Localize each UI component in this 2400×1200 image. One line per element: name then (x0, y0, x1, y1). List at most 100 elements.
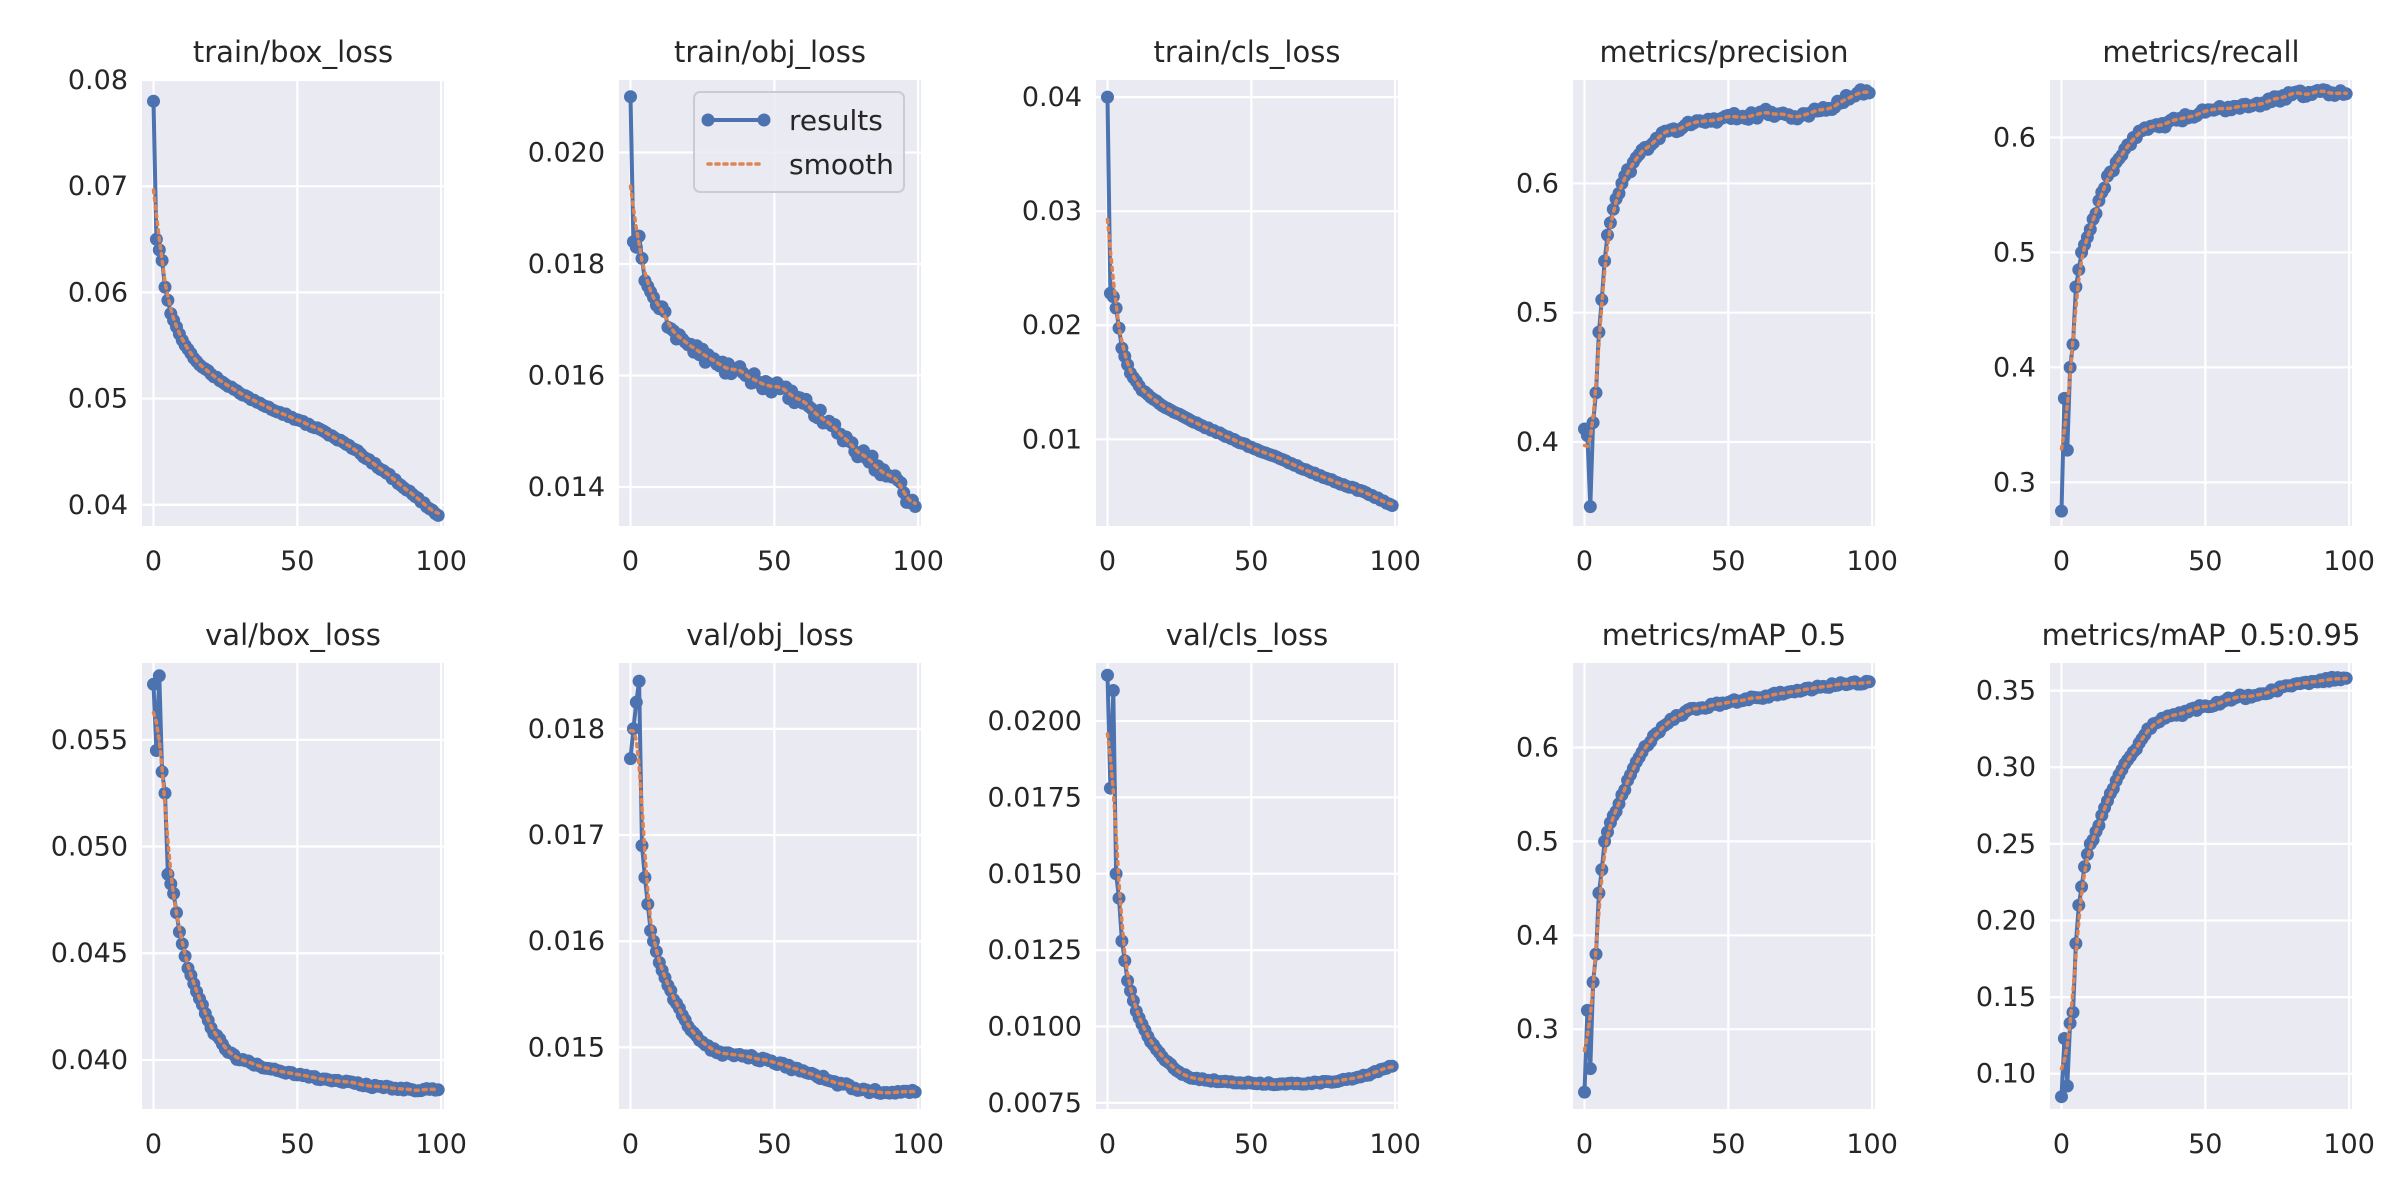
y-tick-label: 0.040 (51, 1045, 128, 1076)
smooth-line (1105, 732, 1394, 1086)
y-tick-label: 0.30 (1976, 752, 2036, 783)
plot-area (619, 663, 921, 1109)
y-tick-label: 0.01 (1022, 424, 1082, 455)
plot-area (2050, 80, 2352, 526)
subplot-title: metrics/mAP_0.5:0.95 (2042, 618, 2361, 652)
results-point (1112, 891, 1126, 905)
subplot-title: metrics/mAP_0.5 (1602, 618, 1846, 652)
results-point (152, 669, 166, 683)
subplot-metrics-precision: metrics/precision 0 50 100 0.4 0.5 0.6 (1516, 35, 1898, 577)
subplot-title: val/cls_loss (1166, 618, 1328, 652)
y-tick-label: 0.4 (1516, 920, 1559, 951)
y-tick-label: 0.3 (1516, 1014, 1559, 1045)
subplot-title: train/box_loss (193, 35, 393, 69)
results-point (147, 94, 160, 108)
results-point (431, 508, 445, 522)
subplot-title: metrics/recall (2102, 35, 2299, 69)
x-tick-label: 50 (1234, 1129, 1268, 1160)
x-tick-label: 100 (1369, 1129, 1421, 1160)
subplot-metrics-recall: metrics/recall 0 50 100 0.3 0.4 0.5 0.6 (1993, 35, 2375, 577)
results-point (624, 752, 637, 766)
x-tick-label: 100 (892, 1129, 944, 1160)
results-point (632, 674, 646, 688)
x-tick-label: 50 (757, 546, 791, 577)
results-point (629, 695, 643, 709)
x-tick-label: 100 (415, 546, 467, 577)
results-point (635, 839, 649, 853)
y-tick-label: 0.017 (528, 820, 605, 851)
subplot-metrics-map-0-5-0-95: metrics/mAP_0.5:0.95 0 50 100 0.10 0.15 0.20 0.… (1976, 618, 2375, 1160)
x-tick-label: 50 (2188, 546, 2222, 577)
y-tick-label: 0.014 (528, 472, 605, 503)
results-point (1583, 500, 1597, 514)
y-tick-label: 0.35 (1976, 676, 2036, 707)
results-point (2069, 280, 2083, 294)
results-point (1578, 1085, 1591, 1099)
subplot-val-cls-loss: val/cls_loss 0 50 100 0.0075 0.0100 0.0125 0.01… (988, 618, 1421, 1160)
y-tick-label: 0.5 (1993, 237, 2036, 268)
legend-results-label: results (789, 104, 883, 137)
results-point (1112, 321, 1126, 335)
y-tick-label: 0.018 (528, 714, 605, 745)
results-point (1109, 867, 1123, 881)
results-point (2060, 1079, 2074, 1093)
legend-results-marker (701, 113, 715, 127)
y-tick-label: 0.04 (1022, 82, 1082, 113)
y-tick-label: 0.0175 (988, 782, 1082, 813)
smooth-line (1582, 680, 1871, 1053)
y-tick-label: 0.0075 (988, 1088, 1082, 1119)
results-point (2060, 443, 2074, 457)
x-tick-label: 50 (280, 1129, 314, 1160)
x-tick-label: 0 (1576, 546, 1593, 577)
y-tick-label: 0.0150 (988, 859, 1082, 890)
plot-area (142, 80, 444, 526)
subplot-train-box-loss: train/box_loss 0 50 100 0.04 0.05 0.06 0.07 0.08 (68, 35, 467, 577)
subplot-title: val/obj_loss (686, 618, 854, 652)
x-tick-label: 0 (2053, 546, 2070, 577)
y-tick-label: 0.08 (68, 65, 128, 96)
plot-area (2050, 663, 2352, 1109)
subplot-val-obj-loss: val/obj_loss 0 50 100 0.015 0.016 0.017 0.018 (528, 618, 944, 1160)
legend-results-marker (757, 113, 771, 127)
y-tick-label: 0.15 (1976, 982, 2036, 1013)
smooth-line (1105, 217, 1394, 506)
results-point (626, 722, 640, 736)
y-tick-label: 0.0125 (988, 935, 1082, 966)
smooth-line (628, 728, 917, 1095)
smooth-line (1582, 90, 1871, 449)
y-tick-label: 0.3 (1993, 467, 2036, 498)
y-tick-label: 0.050 (51, 832, 128, 863)
legend: results smooth (693, 91, 905, 193)
y-tick-label: 0.06 (68, 277, 128, 308)
y-tick-label: 0.020 (528, 137, 605, 168)
plot-area (1096, 80, 1398, 526)
smooth-line (628, 184, 917, 506)
results-point (1862, 86, 1876, 100)
results-point (1592, 325, 1606, 339)
results-point (2083, 222, 2097, 236)
x-tick-label: 50 (757, 1129, 791, 1160)
y-tick-label: 0.20 (1976, 905, 2036, 936)
plot-area (142, 663, 444, 1109)
y-tick-label: 0.016 (528, 926, 605, 957)
results-point (178, 949, 192, 963)
y-tick-label: 0.5 (1516, 298, 1559, 329)
y-tick-label: 0.018 (528, 249, 605, 280)
plot-area (1573, 80, 1875, 526)
results-point (2055, 1090, 2068, 1104)
plot-area (1573, 663, 1875, 1109)
x-tick-label: 100 (892, 546, 944, 577)
x-tick-label: 100 (2323, 1129, 2375, 1160)
results-point (1586, 975, 1600, 989)
y-tick-label: 0.25 (1976, 829, 2036, 860)
y-tick-label: 0.03 (1022, 196, 1082, 227)
results-point (2066, 1005, 2080, 1019)
y-tick-label: 0.05 (68, 384, 128, 415)
x-tick-label: 0 (622, 546, 639, 577)
y-tick-label: 0.5 (1516, 826, 1559, 857)
x-tick-label: 50 (1234, 546, 1268, 577)
results-point (1101, 668, 1114, 682)
subplot-title: metrics/precision (1599, 35, 1848, 69)
results-point (431, 1083, 445, 1097)
results-point (1583, 1062, 1597, 1076)
